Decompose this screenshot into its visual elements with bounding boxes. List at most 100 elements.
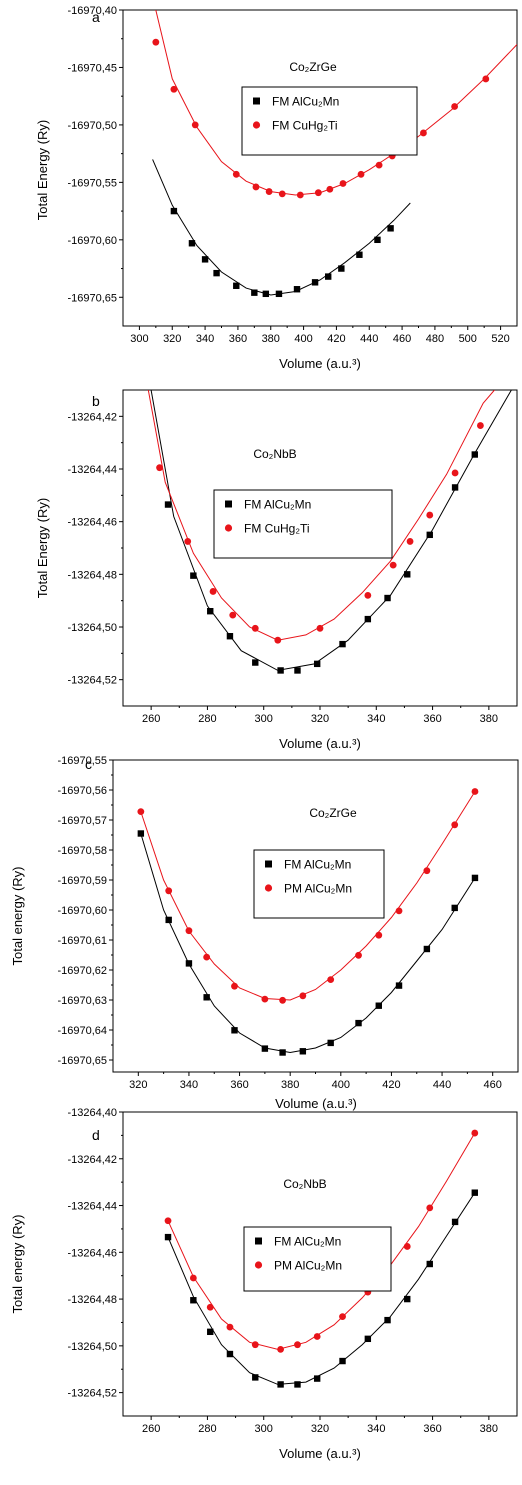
- chart-panel-c: 320 340 360 380 400 420 440 460 -16970,55 -16970,…: [10, 755, 519, 1111]
- x-tick-label: 300: [255, 1423, 273, 1435]
- legend: FM AlCu₂Mn FM CuHg₂Ti: [241, 86, 418, 156]
- chart-panel-d: 260 280 300 320 340 360 380 -13264,40 -13264,42 -…: [10, 1107, 518, 1461]
- chart-panel-b: 260 280 300 320 340 360 380 -13264,42 -13264,44 -…: [35, 389, 518, 751]
- x-tick-label: 400: [332, 1079, 350, 1091]
- data-point-series-1: [226, 1350, 234, 1358]
- x-tick-label: 480: [426, 333, 444, 345]
- legend-label: FM CuHg₂Ti: [244, 522, 310, 536]
- data-point-series-1: [170, 207, 178, 215]
- data-point-series-2: [339, 180, 347, 187]
- y-axis-label: Total Energy (Ry): [35, 120, 50, 220]
- y-tick-label: -16970,55: [57, 755, 107, 767]
- x-tick-label: 400: [294, 333, 312, 345]
- data-point-series-1: [164, 1233, 172, 1241]
- x-tick-label: 340: [367, 713, 385, 725]
- data-point-series-2: [451, 103, 459, 110]
- x-tick-label: 380: [480, 1423, 498, 1435]
- data-point-series-1: [451, 484, 459, 491]
- data-point-series-1: [395, 982, 403, 989]
- y-tick-label: -16970,58: [57, 845, 107, 857]
- data-point-series-1: [207, 1328, 214, 1336]
- x-tick-label: 320: [129, 1079, 147, 1091]
- data-point-series-2: [423, 867, 431, 875]
- x-tick-label: 460: [484, 1079, 502, 1091]
- data-point-series-2: [191, 121, 199, 129]
- data-point-series-1: [233, 282, 240, 289]
- data-point-series-2: [229, 611, 237, 619]
- legend-label: FM AlCu₂Mn: [284, 858, 351, 872]
- y-tick-label: -16970,59: [57, 875, 107, 887]
- y-tick-label: -13264,42: [67, 411, 117, 423]
- x-tick-label: 420: [382, 1079, 400, 1091]
- x-tick-label: 340: [196, 333, 214, 345]
- data-point-series-1: [299, 1048, 307, 1055]
- data-point-series-2: [426, 1204, 434, 1212]
- data-point-series-1: [294, 1381, 301, 1388]
- data-point-series-2: [299, 992, 307, 1000]
- legend-marker: [254, 1261, 263, 1269]
- y-axis-label: Total energy (Ry): [10, 1215, 25, 1314]
- data-point-series-2: [261, 995, 269, 1003]
- data-point-series-1: [137, 830, 145, 837]
- data-point-series-2: [170, 85, 178, 93]
- x-tick-label: 340: [180, 1079, 198, 1091]
- data-point-series-2: [339, 1313, 346, 1321]
- data-point-series-1: [404, 1295, 411, 1303]
- data-point-series-2: [137, 808, 145, 815]
- legend-box: [213, 489, 393, 559]
- data-point-series-2: [277, 1345, 284, 1353]
- data-point-series-2: [294, 1341, 301, 1349]
- data-point-series-2: [451, 469, 459, 477]
- data-point-series-2: [185, 927, 193, 935]
- y-tick-label: -13264,46: [67, 517, 117, 529]
- y-tick-label: -13264,48: [67, 1294, 117, 1306]
- data-point-series-1: [364, 615, 372, 623]
- panel-label: a: [92, 9, 100, 25]
- data-point-series-2: [206, 1303, 214, 1311]
- data-point-series-1: [190, 572, 197, 579]
- x-tick-label: 260: [142, 1423, 160, 1435]
- data-point-series-2: [314, 189, 322, 197]
- plot-frame: [122, 9, 518, 327]
- data-point-series-2: [375, 931, 383, 939]
- data-point-series-1: [294, 667, 301, 674]
- data-point-series-1: [356, 251, 363, 258]
- y-tick-label: -13264,40: [67, 1107, 117, 1119]
- data-point-series-2: [313, 1333, 321, 1340]
- x-tick-label: 520: [491, 333, 509, 345]
- legend-marker: [253, 97, 260, 105]
- data-point-series-1: [325, 273, 332, 280]
- data-point-series-2: [265, 188, 273, 195]
- data-point-series-1: [364, 1335, 372, 1343]
- y-tick-label: -16970,61: [57, 935, 107, 947]
- y-tick-label: -13264,42: [67, 1154, 117, 1166]
- y-tick-label: -16970,40: [67, 5, 117, 17]
- y-tick-label: -16970,60: [67, 235, 117, 247]
- data-point-series-2: [406, 538, 414, 545]
- x-tick-label: 360: [229, 333, 247, 345]
- x-tick-label: 340: [367, 1423, 385, 1435]
- x-tick-label: 320: [311, 713, 329, 725]
- data-point-series-2: [209, 588, 217, 595]
- data-point-series-2: [403, 1243, 411, 1250]
- data-point-series-2: [389, 561, 397, 569]
- data-point-series-2: [232, 170, 240, 178]
- legend-marker: [265, 860, 272, 868]
- data-point-series-1: [293, 286, 301, 293]
- data-point-series-2: [165, 887, 173, 895]
- data-point-series-2: [189, 1274, 197, 1282]
- legend-box: [241, 86, 418, 156]
- data-point-series-1: [313, 660, 321, 668]
- data-point-series-2: [482, 75, 490, 83]
- legend-marker: [252, 121, 261, 129]
- data-point-series-2: [471, 788, 479, 795]
- legend-box: [253, 849, 385, 919]
- data-point-series-2: [451, 821, 459, 829]
- data-point-series-1: [231, 1027, 238, 1034]
- data-point-series-1: [226, 633, 234, 640]
- data-point-series-1: [375, 1002, 382, 1009]
- data-point-series-1: [384, 1316, 391, 1324]
- legend-marker: [264, 884, 273, 892]
- data-point-series-2: [326, 185, 334, 193]
